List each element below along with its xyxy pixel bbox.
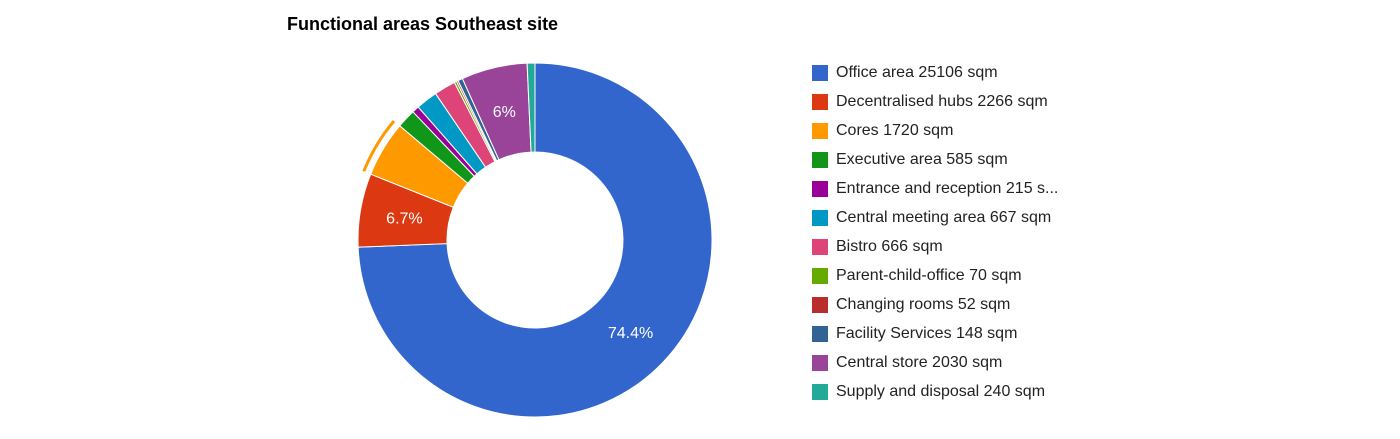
legend-label: Entrance and reception 215 s... <box>836 180 1059 197</box>
legend-label: Changing rooms 52 sqm <box>836 296 1011 313</box>
legend-swatch <box>812 297 828 313</box>
donut-slice-highlight <box>362 120 396 172</box>
legend-item[interactable]: Changing rooms 52 sqm <box>812 295 1010 315</box>
legend-item[interactable]: Entrance and reception 215 s... <box>812 179 1058 199</box>
legend-item[interactable]: Central store 2030 sqm <box>812 353 1002 373</box>
donut-chart: 74.4% 6.7% 6% <box>357 62 713 418</box>
legend-item[interactable]: Decentralised hubs 2266 sqm <box>812 92 1048 112</box>
legend-swatch <box>812 384 828 400</box>
slice-percent-label: 6% <box>493 104 516 121</box>
legend-swatch <box>812 123 828 139</box>
legend-swatch <box>812 94 828 110</box>
legend-item[interactable]: Central meeting area 667 sqm <box>812 208 1051 228</box>
legend-label: Facility Services 148 sqm <box>836 325 1018 342</box>
legend-label: Bistro 666 sqm <box>836 238 943 255</box>
legend-label: Office area 25106 sqm <box>836 64 998 81</box>
legend-item[interactable]: Facility Services 148 sqm <box>812 324 1017 344</box>
legend-swatch <box>812 152 828 168</box>
legend-swatch <box>812 65 828 81</box>
legend-label: Parent-child-office 70 sqm <box>836 267 1022 284</box>
legend-swatch <box>812 239 828 255</box>
legend-item[interactable]: Cores 1720 sqm <box>812 121 953 141</box>
legend-swatch <box>812 355 828 371</box>
chart-title: Functional areas Southeast site <box>287 14 559 34</box>
legend-item[interactable]: Supply and disposal 240 sqm <box>812 382 1045 402</box>
legend-item[interactable]: Bistro 666 sqm <box>812 237 943 257</box>
legend-item[interactable]: Parent-child-office 70 sqm <box>812 266 1022 286</box>
legend-swatch <box>812 181 828 197</box>
slice-percent-label: 6.7% <box>386 211 422 228</box>
legend-label: Cores 1720 sqm <box>836 122 954 139</box>
legend-item[interactable]: Office area 25106 sqm <box>812 63 998 83</box>
legend-item[interactable]: Executive area 585 sqm <box>812 150 1008 170</box>
legend-swatch <box>812 210 828 226</box>
donut-slice[interactable] <box>526 62 536 153</box>
legend-label: Executive area 585 sqm <box>836 151 1008 168</box>
legend-label: Decentralised hubs 2266 sqm <box>836 93 1048 110</box>
legend-label: Central store 2030 sqm <box>836 354 1003 371</box>
legend-label: Central meeting area 667 sqm <box>836 209 1052 226</box>
legend-swatch <box>812 268 828 284</box>
donut-slice[interactable] <box>357 62 713 418</box>
legend-swatch <box>812 326 828 342</box>
slice-percent-label: 74.4% <box>608 325 653 342</box>
legend-label: Supply and disposal 240 sqm <box>836 383 1046 400</box>
